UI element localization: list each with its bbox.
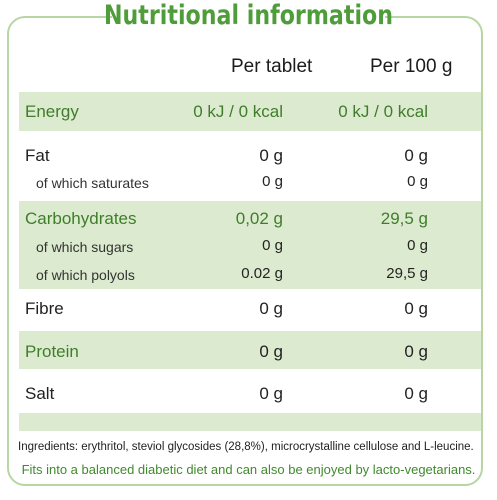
- ingredients-text: Ingredients: erythritol, steviol glycosi…: [18, 441, 474, 453]
- row-label-saturates: of which saturates: [36, 175, 149, 191]
- value-fibre-per-100g: 0 g: [404, 299, 428, 318]
- column-header-per-100g: Per 100 g: [370, 56, 453, 77]
- row-label-protein: Protein: [25, 342, 79, 361]
- value-carbohydrates-per-100g: 29,5 g: [380, 209, 428, 228]
- row-band-footer: [19, 413, 481, 431]
- value-energy-per-100g: 0 kJ / 0 kcal: [338, 102, 428, 121]
- row-label-sugars: of which sugars: [36, 239, 134, 255]
- value-carbohydrates-per-tablet: 0,02 g: [235, 209, 283, 228]
- value-sugars-per-tablet: 0 g: [262, 237, 283, 254]
- value-fibre-per-tablet: 0 g: [259, 299, 283, 318]
- value-salt-per-tablet: 0 g: [259, 384, 283, 403]
- value-protein-per-100g: 0 g: [404, 342, 428, 361]
- value-polyols-per-tablet: 0.02 g: [241, 265, 283, 282]
- row-label-polyols: of which polyols: [36, 267, 135, 283]
- row-label-fibre: Fibre: [25, 299, 64, 318]
- value-polyols-per-100g: 29,5 g: [386, 265, 428, 282]
- value-salt-per-100g: 0 g: [404, 384, 428, 403]
- row-label-fat: Fat: [25, 146, 50, 165]
- value-fat-per-100g: 0 g: [404, 146, 428, 165]
- value-protein-per-tablet: 0 g: [259, 342, 283, 361]
- row-label-energy: Energy: [25, 102, 79, 121]
- row-label-carbohydrates: Carbohydrates: [25, 209, 137, 228]
- value-saturates-per-tablet: 0 g: [262, 173, 283, 190]
- row-band-energy: [19, 92, 481, 131]
- title-backdrop: [112, 8, 385, 28]
- row-label-salt: Salt: [25, 384, 55, 403]
- page-title: Nutritional information: [103, 0, 394, 31]
- column-header-per-tablet: Per tablet: [231, 56, 313, 77]
- value-fat-per-tablet: 0 g: [259, 146, 283, 165]
- value-sugars-per-100g: 0 g: [407, 237, 428, 254]
- row-band-carbohydrates: [19, 201, 481, 289]
- value-energy-per-tablet: 0 kJ / 0 kcal: [193, 102, 283, 121]
- row-band-protein: [19, 331, 481, 369]
- value-saturates-per-100g: 0 g: [407, 173, 428, 190]
- diet-note: Fits into a balanced diabetic diet and c…: [21, 462, 476, 477]
